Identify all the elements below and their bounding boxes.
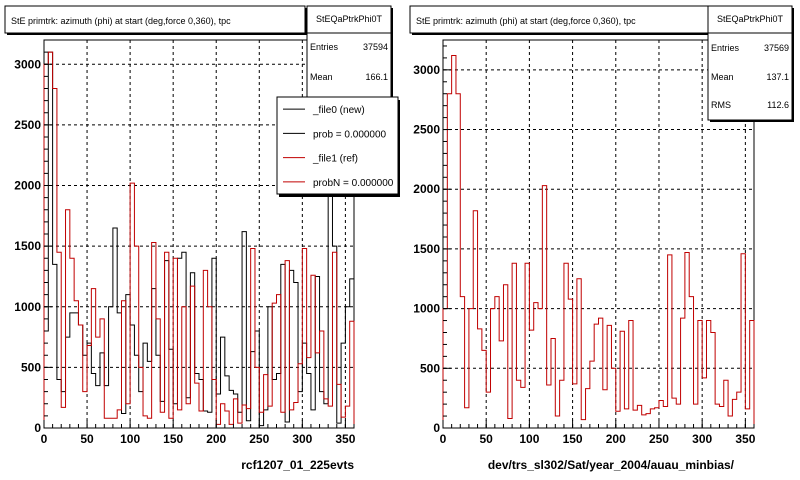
- right-ytick-label: 3000: [413, 63, 440, 77]
- left-stats-name: StEQaPtrkPhi0T: [316, 14, 383, 24]
- left-legend-box: [276, 96, 399, 195]
- left-ytick-label: 500: [21, 360, 41, 374]
- right-xtick-label: 250: [649, 432, 669, 446]
- left-stats-entries-value: 37594: [363, 42, 388, 52]
- left-xtick-label: 150: [163, 432, 183, 446]
- left-xtick-label: 350: [335, 432, 355, 446]
- right-ytick-label: 1000: [413, 302, 440, 316]
- right-xtick-label: 150: [563, 432, 583, 446]
- left-ytick-label: 1000: [14, 300, 41, 314]
- left-legend-label: probN = 0.000000: [313, 178, 394, 189]
- left-xtick-label: 50: [80, 432, 94, 446]
- right-ytick-label: 2000: [413, 182, 440, 196]
- right-panel: 0 50 100 150 200 250 300 350 0 500 1000 1500 2000 250…: [409, 5, 794, 472]
- left-stats-entries-label: Entries: [310, 42, 339, 52]
- left-xlabel: rcf1207_01_225evts: [241, 458, 354, 472]
- right-histograms: [442, 55, 755, 428]
- right-xlabel: dev/trs_sl302/Sat/year_2004/auau_minbias…: [488, 458, 735, 472]
- left-histograms: [43, 51, 355, 428]
- right-plot-frame: [442, 39, 755, 429]
- left-xtick-label: 0: [41, 432, 48, 446]
- right-ytick-label: 0: [433, 421, 440, 435]
- right-title-box: [409, 5, 711, 34]
- left-legend-label: _file0 (new): [312, 105, 365, 116]
- right-xtick-label: 0: [440, 432, 447, 446]
- right-histogram-series-0: [442, 55, 755, 428]
- left-ytick-label: 1500: [14, 239, 41, 253]
- right-stats-rms-label: RMS: [711, 100, 731, 110]
- right-title: StE primtrk: azimuth (phi) at start (deg…: [416, 16, 636, 26]
- left-xtick-label: 250: [249, 432, 269, 446]
- left-ytick-label: 2500: [14, 118, 41, 132]
- left-legend: _file0 (new) prob = 0.000000 _file1 (ref) p…: [283, 105, 394, 189]
- right-xtick-label: 200: [606, 432, 626, 446]
- left-legend-label: prob = 0.000000: [313, 129, 387, 140]
- right-stats-mean-value: 137.1: [766, 72, 789, 82]
- right-ytick-label: 500: [420, 361, 440, 375]
- left-ytick-label: 0: [34, 421, 41, 435]
- right-ytick-label: 2500: [413, 123, 440, 137]
- right-axes: 0 50 100 150 200 250 300 350 0 500 1000 1500 2000 250…: [413, 45, 756, 446]
- left-stats-mean-value: 166.1: [365, 72, 388, 82]
- left-legend-label: _file1 (ref): [312, 154, 358, 165]
- right-ytick-label: 1500: [413, 242, 440, 256]
- left-xtick-label: 100: [120, 432, 140, 446]
- right-stats-entries-value: 37569: [764, 43, 789, 53]
- left-stats-mean-label: Mean: [310, 72, 333, 82]
- left-histogram-series-1: [43, 51, 355, 428]
- right-xtick-label: 350: [735, 432, 755, 446]
- left-xtick-label: 300: [292, 432, 312, 446]
- left-title: StE primtrk: azimuth (phi) at start (deg…: [11, 16, 231, 26]
- right-stats-mean-label: Mean: [711, 72, 734, 82]
- right-xtick-label: 300: [692, 432, 712, 446]
- right-stats-name: StEQaPtrkPhi0T: [717, 14, 784, 24]
- left-panel: 0 50 100 150 200 250 300 350 0 500 1000 1500 2000 250…: [4, 5, 400, 472]
- right-stats-rms-value: 112.6: [767, 100, 789, 110]
- right-xtick-label: 50: [480, 432, 494, 446]
- left-axes: 0 50 100 150 200 250 300 350 0 500 1000 1500 2000 250…: [14, 39, 356, 446]
- left-ytick-label: 3000: [14, 57, 41, 71]
- right-xtick-label: 100: [519, 432, 539, 446]
- right-stats-entries-label: Entries: [711, 43, 740, 53]
- left-xtick-label: 200: [206, 432, 226, 446]
- left-ytick-label: 2000: [14, 179, 41, 193]
- left-title-box: [4, 5, 306, 34]
- right-stats-box: [707, 5, 793, 121]
